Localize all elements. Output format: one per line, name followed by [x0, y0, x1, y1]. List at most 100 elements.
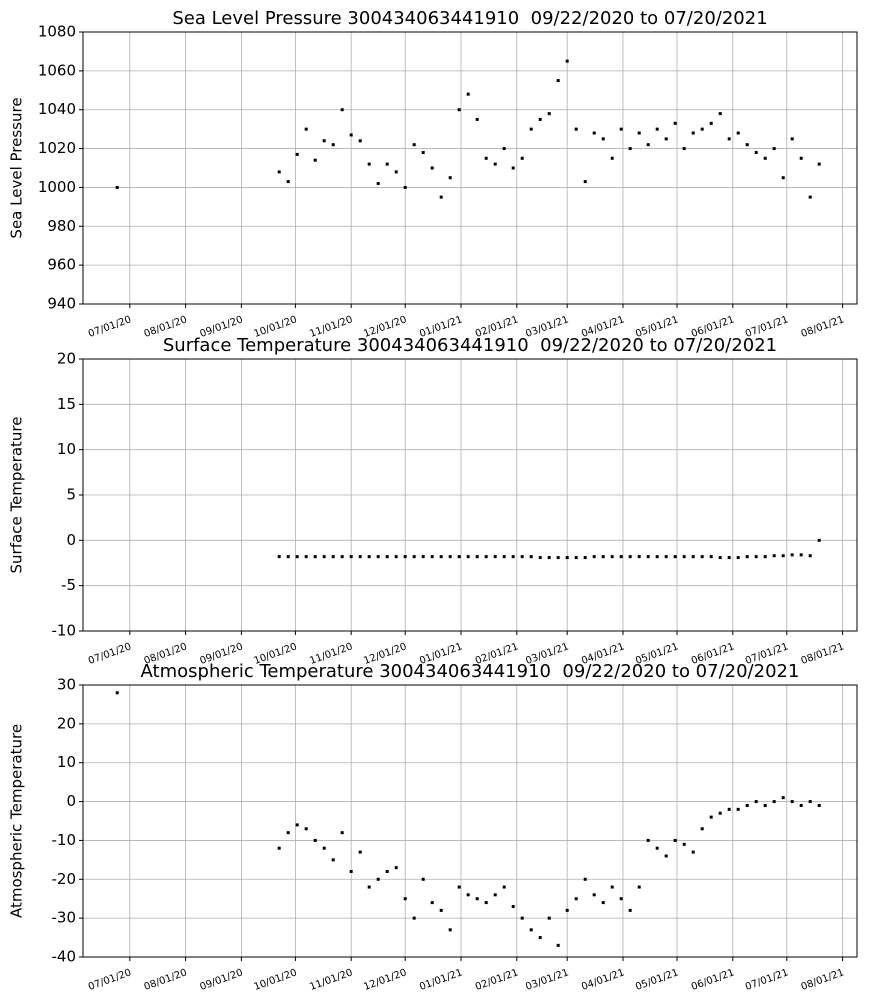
- point: [430, 901, 434, 905]
- x-tick-label: 03/01/21: [524, 967, 570, 993]
- point: [799, 553, 803, 557]
- point: [727, 807, 731, 811]
- y-tick-label: -30: [52, 909, 77, 927]
- point: [385, 162, 389, 166]
- point: [331, 858, 335, 862]
- point: [520, 156, 524, 160]
- point: [574, 897, 578, 901]
- y-tick-label: 1000: [38, 178, 76, 196]
- point: [718, 556, 722, 560]
- point: [493, 162, 497, 166]
- point: [817, 803, 821, 807]
- point: [637, 131, 641, 135]
- point: [691, 131, 695, 135]
- point: [763, 803, 767, 807]
- point: [439, 908, 443, 912]
- y-tick-label: 10: [57, 440, 76, 458]
- point: [808, 554, 812, 558]
- x-tick-label: 04/01/21: [580, 967, 626, 993]
- y-tick-label: 1040: [38, 100, 76, 118]
- point: [817, 538, 821, 542]
- y-tick-label: -20: [52, 870, 77, 888]
- point: [448, 928, 452, 932]
- point: [493, 893, 497, 897]
- point: [502, 885, 506, 889]
- point: [781, 796, 785, 800]
- point: [664, 555, 668, 559]
- x-tick-label: 09/01/20: [198, 967, 244, 993]
- point: [538, 556, 542, 560]
- point: [547, 112, 551, 116]
- point: [493, 555, 497, 559]
- x-tick-label: 11/01/20: [308, 967, 354, 993]
- y-tick-label: 10: [57, 753, 76, 771]
- point: [673, 121, 677, 125]
- point: [340, 831, 344, 835]
- point: [115, 185, 119, 189]
- x-tick-label: 07/01/20: [87, 641, 133, 667]
- point: [304, 827, 308, 831]
- point: [781, 554, 785, 558]
- point: [718, 112, 722, 116]
- point: [565, 59, 569, 63]
- point: [736, 556, 740, 560]
- y-tick-label: 5: [66, 486, 76, 504]
- point: [421, 877, 425, 881]
- point: [601, 901, 605, 905]
- point: [412, 555, 416, 559]
- point: [313, 838, 317, 842]
- point: [421, 555, 425, 559]
- point: [376, 182, 380, 186]
- point: [772, 147, 776, 151]
- point: [655, 555, 659, 559]
- y-axis-label: Sea Level Pressure: [8, 97, 26, 238]
- point: [484, 156, 488, 160]
- point: [709, 555, 713, 559]
- point: [682, 555, 686, 559]
- point: [484, 901, 488, 905]
- point: [547, 916, 551, 920]
- plot-frame: [82, 684, 858, 958]
- point: [439, 555, 443, 559]
- point: [466, 92, 470, 96]
- point: [475, 117, 479, 121]
- point: [295, 555, 299, 559]
- point: [583, 556, 587, 560]
- point: [745, 143, 749, 147]
- point: [763, 156, 767, 160]
- point: [367, 162, 371, 166]
- point: [448, 555, 452, 559]
- point: [763, 555, 767, 559]
- point: [790, 553, 794, 557]
- point: [736, 807, 740, 811]
- x-tick-label: 08/01/21: [800, 641, 846, 667]
- y-tick-label: 20: [57, 350, 76, 368]
- y-tick-label: 1020: [38, 139, 76, 157]
- point: [772, 800, 776, 804]
- point: [790, 137, 794, 141]
- point: [529, 127, 533, 131]
- x-tick-label: 08/01/20: [143, 967, 189, 993]
- x-tick-label: 06/01/21: [690, 967, 736, 993]
- point: [664, 137, 668, 141]
- point: [673, 555, 677, 559]
- point: [466, 555, 470, 559]
- point: [358, 139, 362, 143]
- point: [502, 555, 506, 559]
- point: [691, 555, 695, 559]
- y-tick-label: -10: [52, 622, 77, 640]
- point: [799, 156, 803, 160]
- point: [502, 147, 506, 151]
- point: [457, 108, 461, 112]
- y-tick-label: 30: [57, 676, 76, 694]
- point: [709, 121, 713, 125]
- plot-frame: [82, 358, 858, 632]
- point: [745, 803, 749, 807]
- point: [403, 555, 407, 559]
- point: [277, 846, 281, 850]
- y-tick-label: -10: [52, 831, 77, 849]
- point: [457, 555, 461, 559]
- point: [700, 555, 704, 559]
- point: [367, 555, 371, 559]
- plot-frame: [82, 31, 858, 305]
